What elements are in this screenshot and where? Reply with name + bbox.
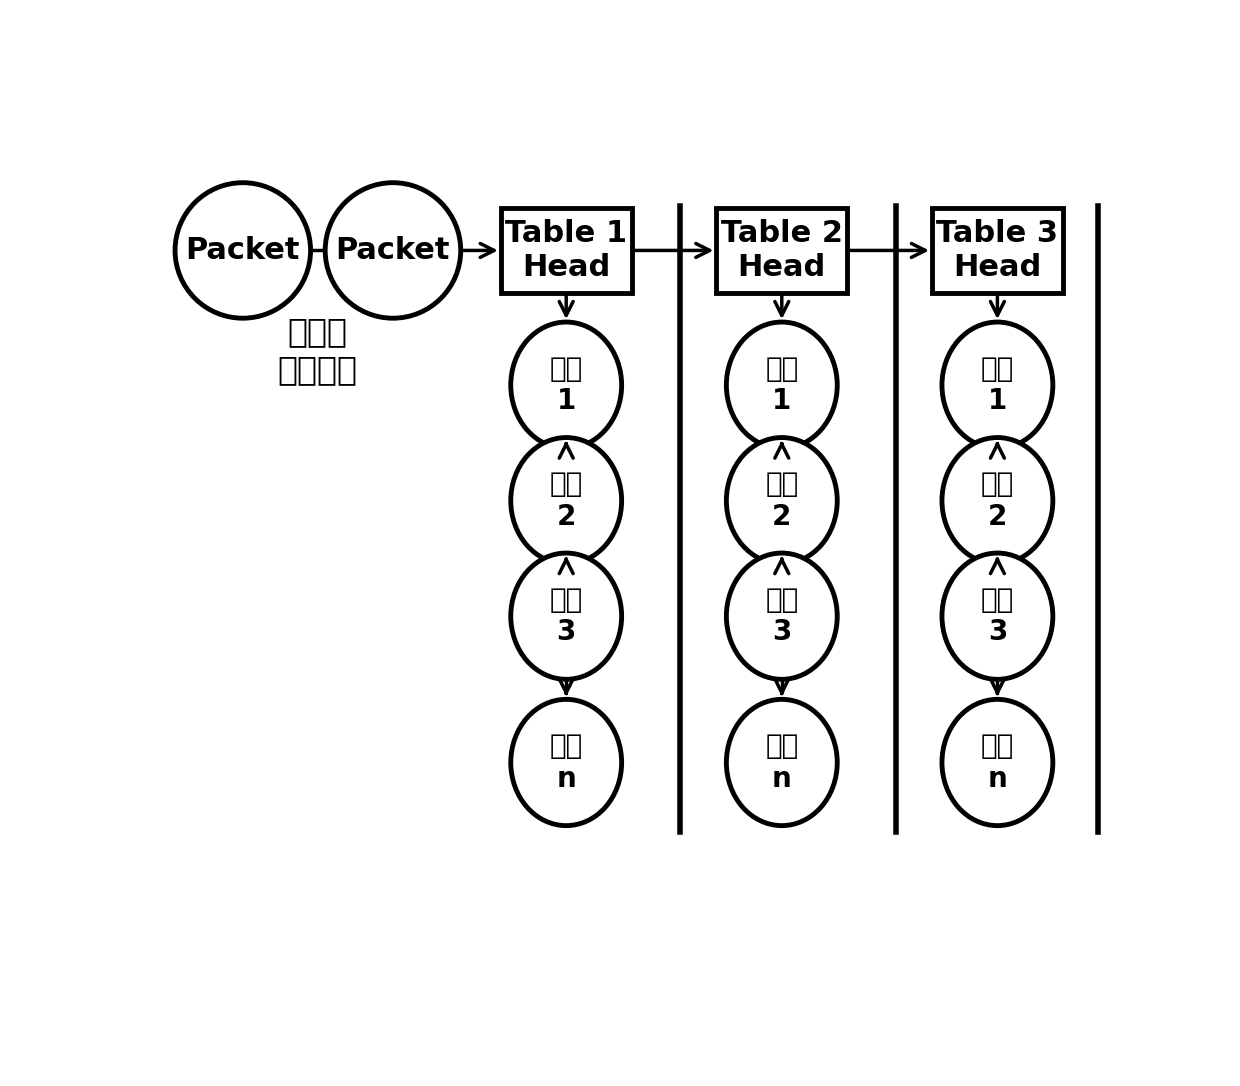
Ellipse shape xyxy=(727,553,837,680)
Text: Table 3
Head: Table 3 Head xyxy=(936,219,1059,281)
Ellipse shape xyxy=(942,323,1053,449)
Text: 表项
n: 表项 n xyxy=(765,732,799,793)
Ellipse shape xyxy=(175,182,310,318)
Ellipse shape xyxy=(511,553,621,680)
Text: Packet: Packet xyxy=(336,236,450,265)
Ellipse shape xyxy=(727,438,837,564)
Text: 表项
2: 表项 2 xyxy=(981,470,1014,531)
Text: 表项
n: 表项 n xyxy=(981,732,1014,793)
Text: Packet: Packet xyxy=(186,236,300,265)
Text: 表项
n: 表项 n xyxy=(549,732,583,793)
Ellipse shape xyxy=(325,182,461,318)
Text: 表项
1: 表项 1 xyxy=(765,355,799,415)
Text: 表项
3: 表项 3 xyxy=(549,586,583,646)
Text: 表项
3: 表项 3 xyxy=(765,586,799,646)
Ellipse shape xyxy=(942,699,1053,825)
Text: 表项
1: 表项 1 xyxy=(981,355,1014,415)
Ellipse shape xyxy=(942,553,1053,680)
Ellipse shape xyxy=(511,699,621,825)
Ellipse shape xyxy=(511,438,621,564)
Text: 表项
1: 表项 1 xyxy=(549,355,583,415)
FancyBboxPatch shape xyxy=(501,209,631,293)
FancyBboxPatch shape xyxy=(932,209,1063,293)
Text: Table 2
Head: Table 2 Head xyxy=(720,219,843,281)
Ellipse shape xyxy=(727,323,837,449)
Ellipse shape xyxy=(727,699,837,825)
FancyBboxPatch shape xyxy=(717,209,847,293)
Text: 表项
3: 表项 3 xyxy=(981,586,1014,646)
Text: 表项
2: 表项 2 xyxy=(549,470,583,531)
Text: Table 1
Head: Table 1 Head xyxy=(505,219,627,281)
Ellipse shape xyxy=(942,438,1053,564)
Text: 输入的
数据报文: 输入的 数据报文 xyxy=(278,315,357,387)
Text: 表项
2: 表项 2 xyxy=(765,470,799,531)
Ellipse shape xyxy=(511,323,621,449)
